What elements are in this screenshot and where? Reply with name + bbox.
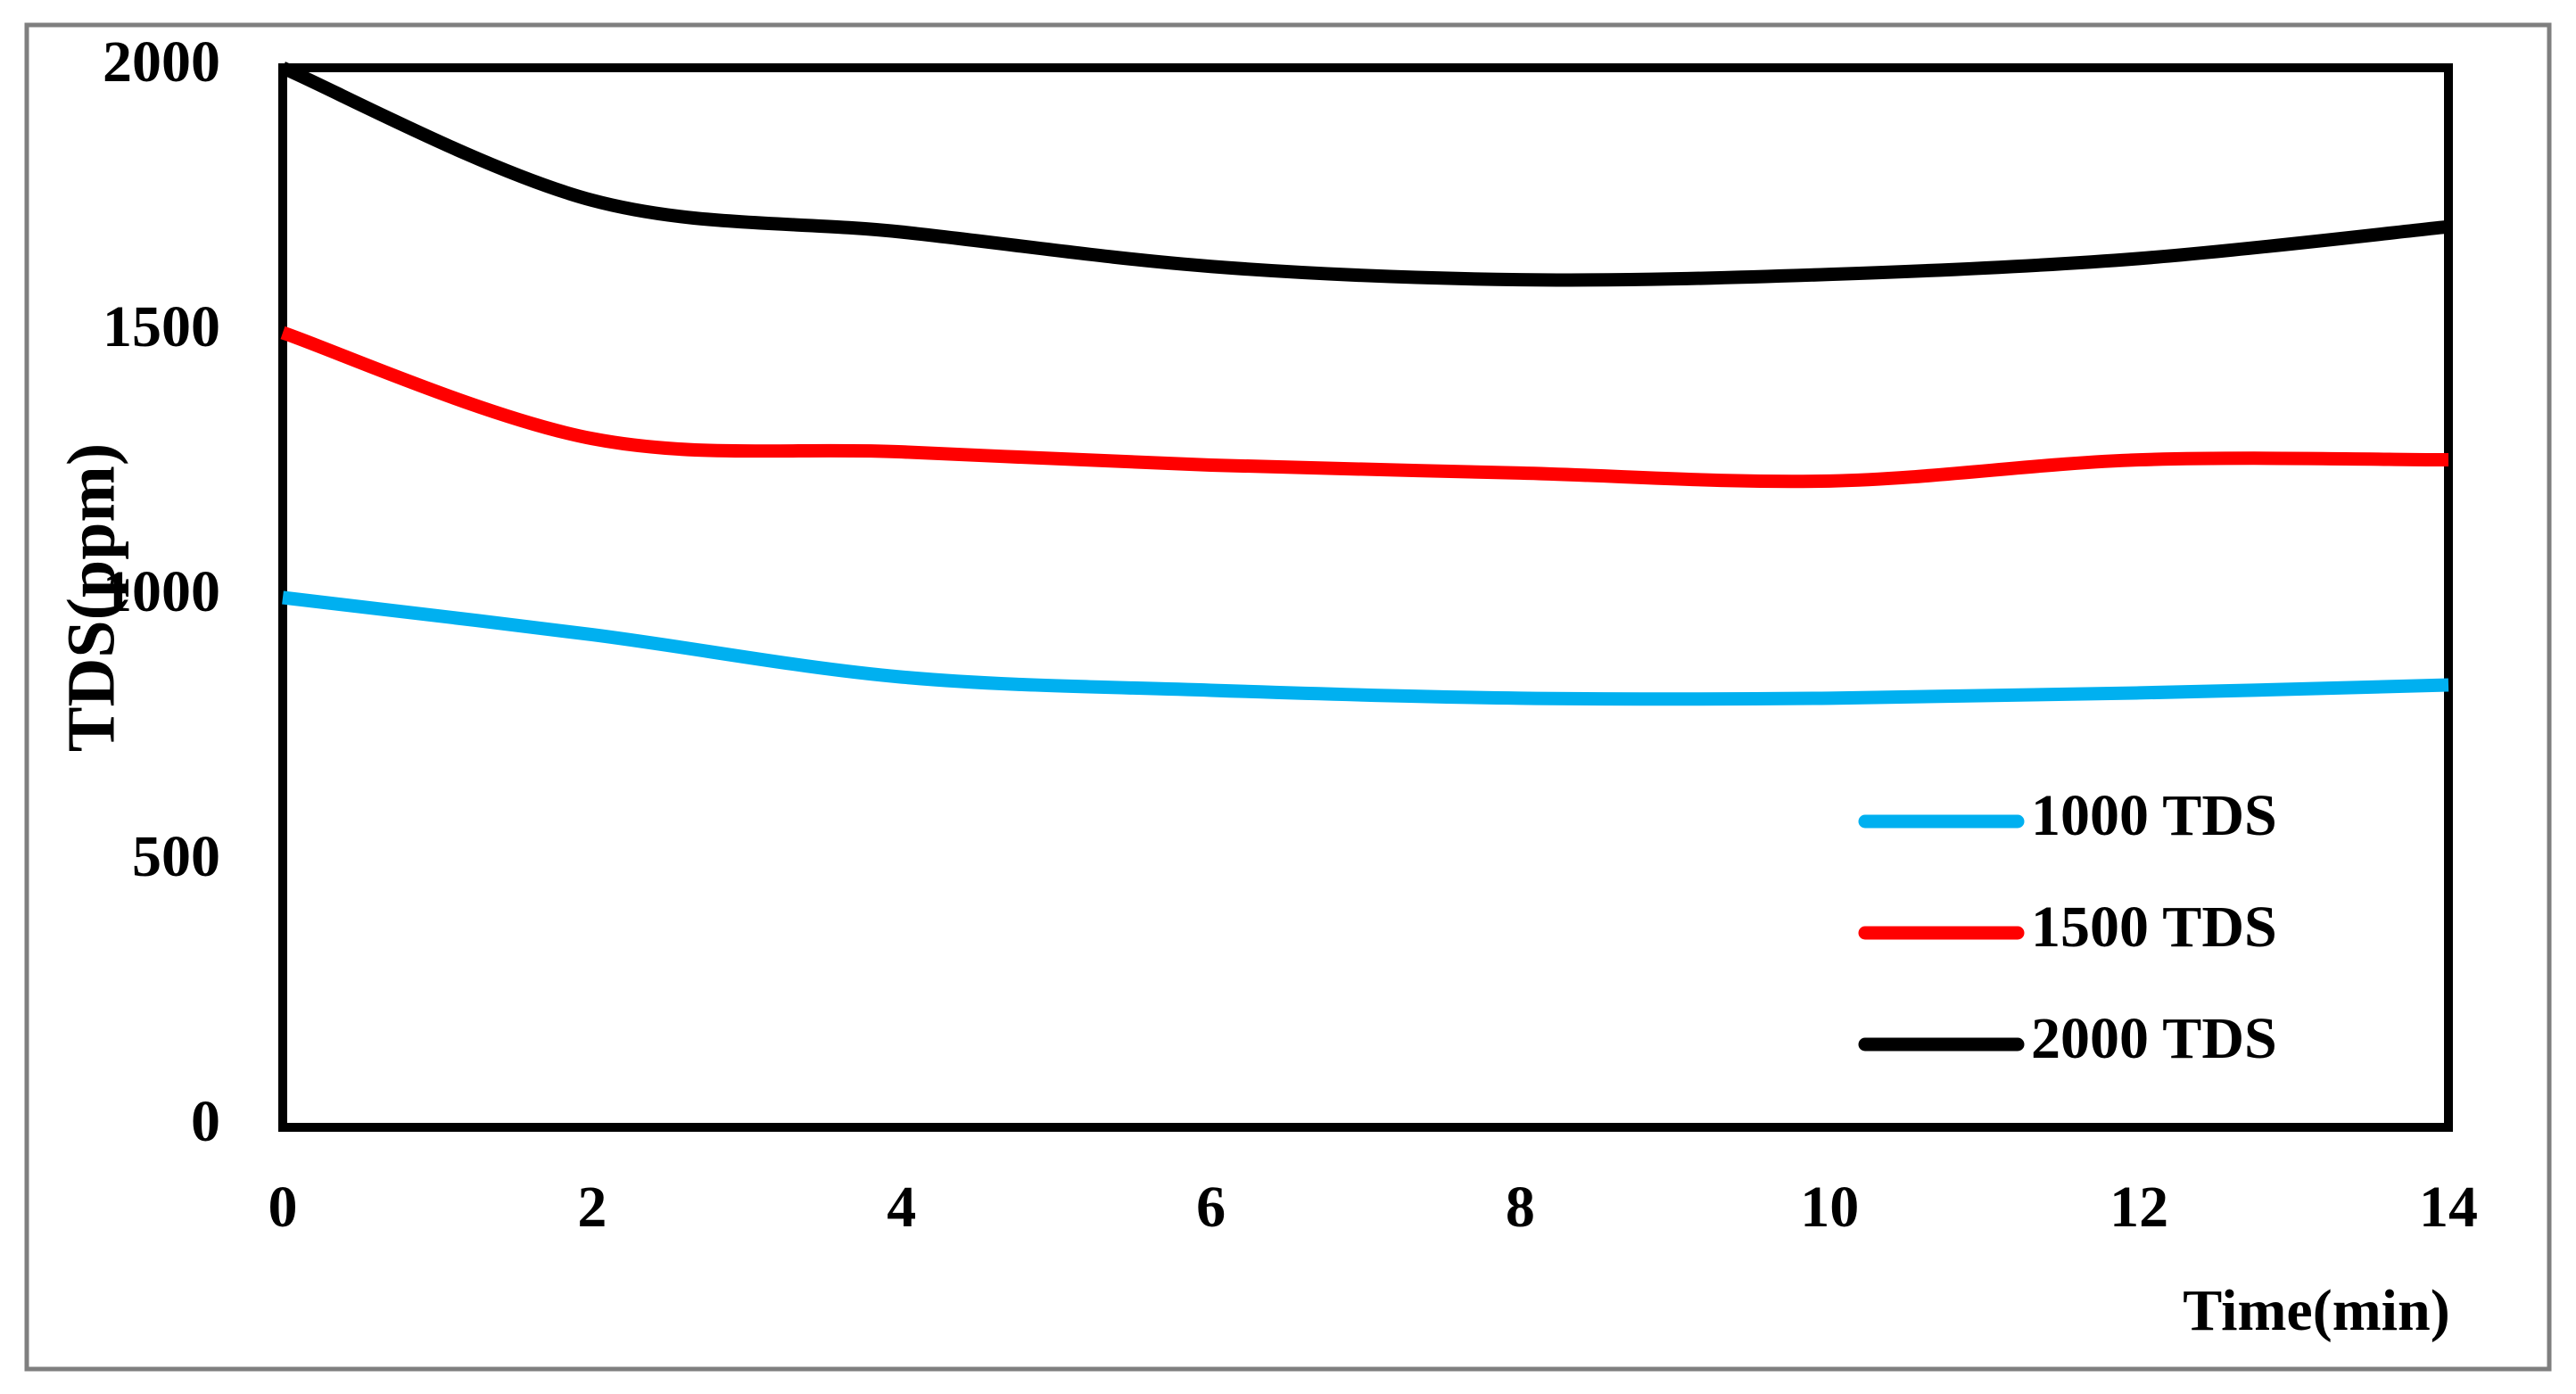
x-tick-label: 0 [268, 1175, 298, 1240]
x-tick-label: 4 [887, 1175, 916, 1240]
y-tick-label: 1000 [103, 559, 220, 624]
x-tick-label: 10 [1800, 1175, 1859, 1240]
x-tick-label: 8 [1506, 1175, 1535, 1240]
y-tick-label: 0 [191, 1089, 220, 1154]
data-line [282, 590, 2449, 706]
data-line [280, 326, 2449, 489]
legend-label: 2000 TDS [2031, 1006, 2277, 1071]
plot-frame [278, 63, 2453, 1132]
y-tick-label: 500 [132, 824, 220, 889]
x-tick-label: 2 [577, 1175, 607, 1240]
x-tick-label: 12 [2110, 1175, 2168, 1240]
x-tick-label: 14 [2419, 1175, 2478, 1240]
legend-label: 1500 TDS [2031, 895, 2277, 960]
x-tick-label: 6 [1196, 1175, 1226, 1240]
x-axis-label: Time(min) [2183, 1278, 2449, 1343]
y-tick-label: 2000 [103, 29, 220, 95]
y-axis-label: TDS(ppm) [54, 443, 128, 752]
legend-label: 1000 TDS [2031, 783, 2277, 848]
outer-frame [24, 22, 2552, 1372]
data-line [280, 62, 2449, 287]
y-tick-label: 1500 [103, 294, 220, 359]
